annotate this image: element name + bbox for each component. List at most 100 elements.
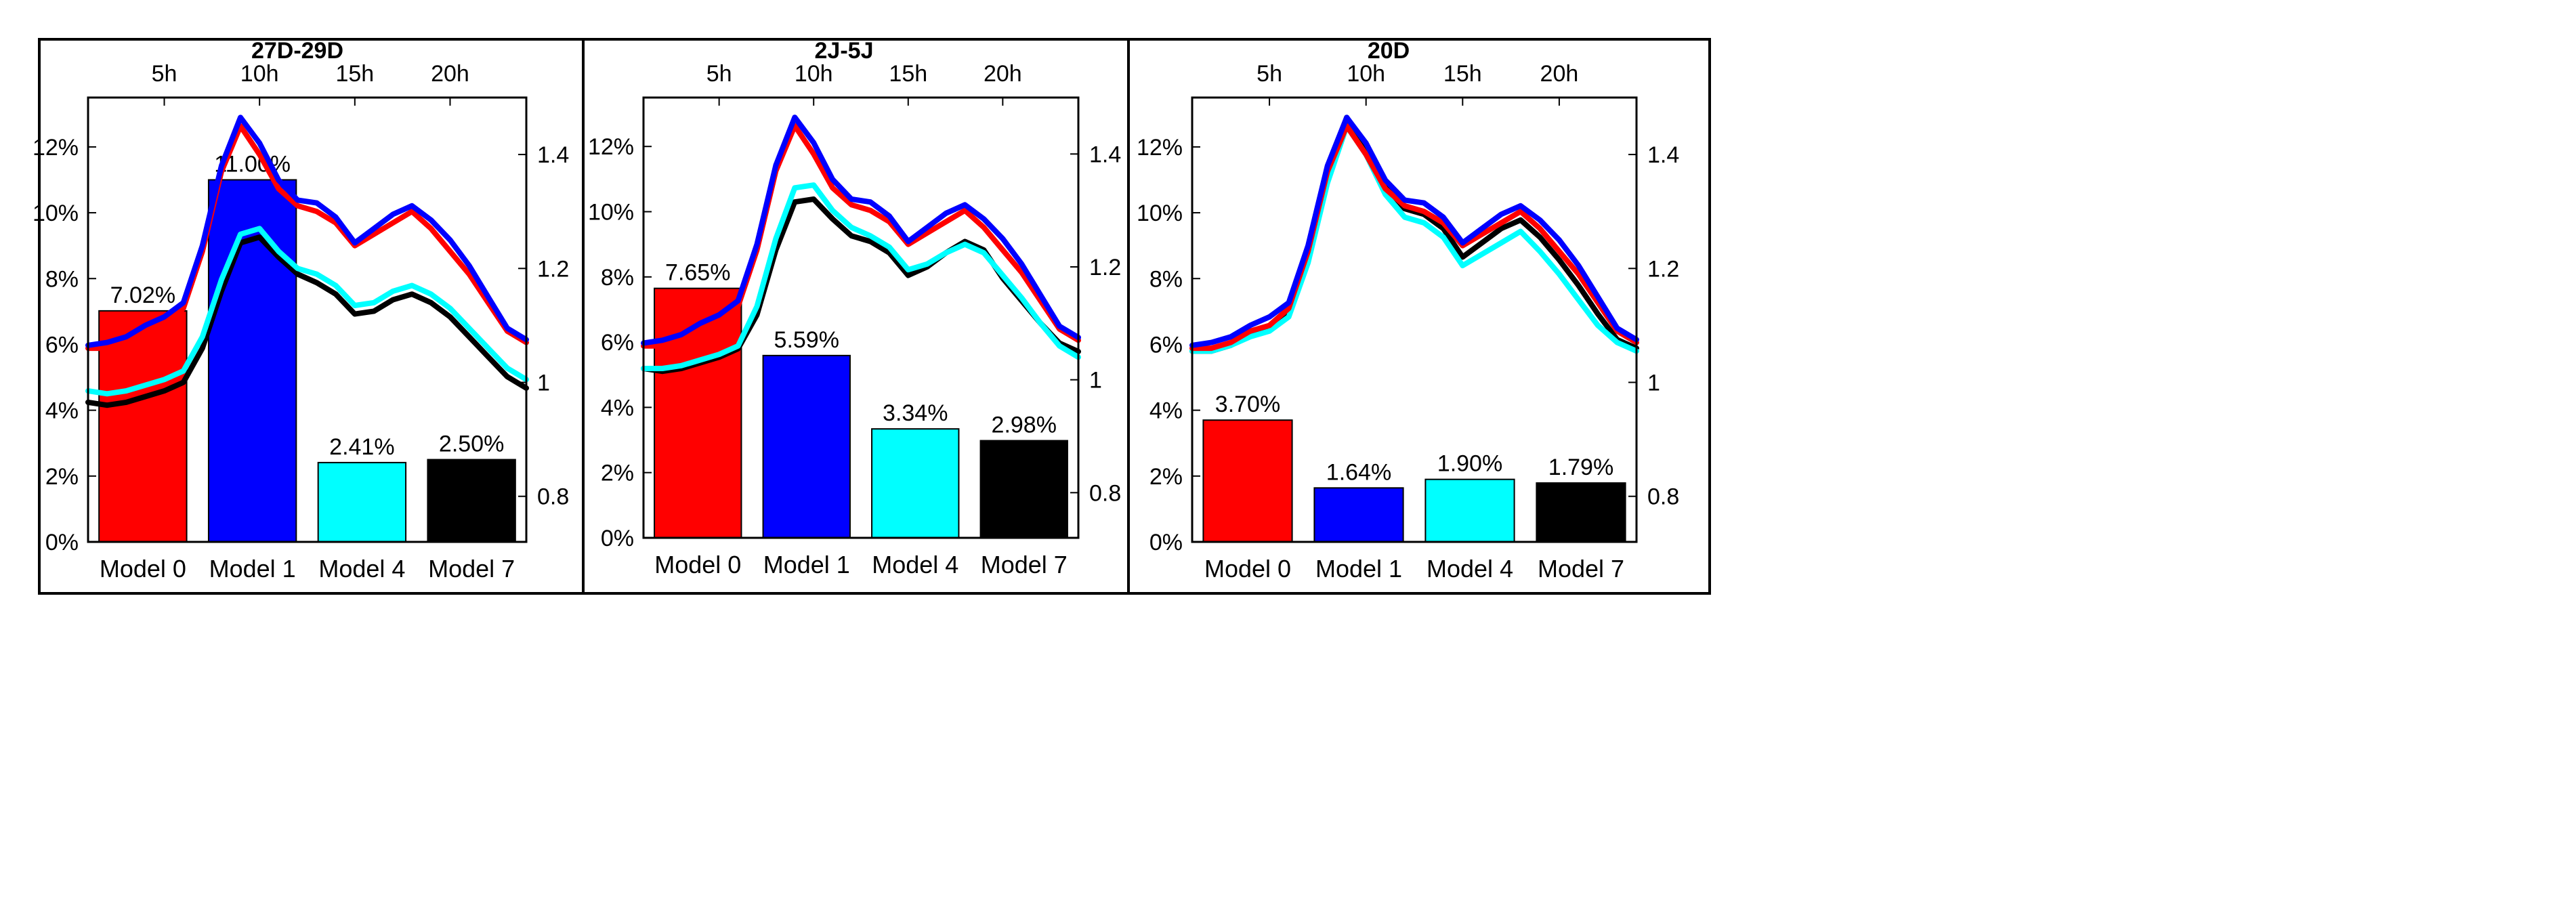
y-tick-label: 4%	[1149, 398, 1183, 424]
bar-model-7	[427, 459, 516, 543]
y-tick-label: 2%	[601, 461, 634, 486]
y-tick-label: 12%	[33, 135, 79, 161]
bar-model-0	[1202, 419, 1293, 543]
chart-panel-3: 20D 3.70% Model 0 1.64% Model 1 1.90% Model 4 1…	[1137, 38, 1679, 583]
bar-value-label: 1.90%	[1437, 451, 1502, 477]
bar-value-label: 1.79%	[1548, 455, 1613, 480]
x-tick-label: 20h	[984, 61, 1022, 87]
series-line-model-0	[85, 123, 529, 352]
category-label: Model 0	[100, 555, 186, 583]
y-tick-label: 8%	[601, 265, 634, 291]
bar-value-label: 1.64%	[1326, 459, 1391, 485]
right-y-tick-label: 0.8	[1647, 484, 1679, 510]
category-label: Model 4	[872, 551, 958, 578]
bar-value-label: 7.65%	[665, 260, 730, 286]
bar-value-label: 2.50%	[439, 431, 504, 457]
x-tick-label: 15h	[889, 61, 927, 87]
x-tick-label: 10h	[795, 61, 833, 87]
bar-model-7	[979, 440, 1068, 539]
series-line-model-1	[641, 114, 1081, 346]
bar-model-1	[1313, 487, 1404, 543]
figure-frame	[38, 38, 1711, 595]
category-label: Model 7	[1538, 555, 1624, 583]
bar-value-label: 7.02%	[110, 282, 175, 308]
bar-model-1	[762, 354, 851, 539]
bar-model-4	[871, 428, 960, 539]
y-tick-label: 6%	[45, 332, 79, 358]
x-tick-label: 5h	[152, 61, 177, 87]
bar-model-7	[1536, 482, 1626, 543]
y-tick-label: 0%	[1149, 530, 1183, 555]
y-tick-label: 0%	[601, 526, 634, 551]
y-tick-label: 6%	[601, 330, 634, 356]
bar-value-label: 3.34%	[883, 400, 948, 426]
right-y-tick-label: 1.4	[537, 142, 569, 168]
category-label: Model 0	[1204, 555, 1291, 583]
y-tick-label: 0%	[45, 530, 79, 555]
right-y-tick-label: 1.2	[1089, 255, 1121, 280]
category-label: Model 1	[1315, 555, 1402, 583]
y-tick-label: 8%	[1149, 266, 1183, 292]
right-y-tick-label: 1.4	[1089, 142, 1121, 167]
right-y-tick-label: 0.8	[537, 484, 569, 510]
y-tick-label: 12%	[1137, 135, 1183, 161]
y-tick-label: 10%	[33, 201, 79, 226]
x-tick-label: 20h	[1540, 61, 1579, 87]
series-line-model-7	[1189, 114, 1639, 354]
y-tick-label: 2%	[1149, 464, 1183, 490]
x-tick-label: 10h	[1347, 61, 1385, 87]
x-tick-label: 5h	[1257, 61, 1282, 87]
x-tick-label: 10h	[240, 61, 279, 87]
right-y-tick-label: 1	[1647, 371, 1660, 396]
plot-area-box	[87, 96, 528, 543]
bar-model-0	[98, 310, 188, 543]
y-tick-label: 12%	[588, 134, 634, 160]
bar-model-4	[317, 461, 407, 543]
right-y-tick-label: 1	[537, 371, 550, 396]
category-label: Model 4	[1427, 555, 1513, 583]
y-tick-label: 6%	[1149, 332, 1183, 358]
x-tick-label: 15h	[335, 61, 374, 87]
series-line-model-4	[85, 226, 529, 397]
chart-title: 2J-5J	[815, 38, 874, 64]
right-y-tick-label: 0.8	[1089, 480, 1121, 506]
series-line-model-0	[641, 123, 1081, 349]
category-label: Model 1	[763, 551, 850, 578]
series-line-model-1	[85, 114, 529, 348]
category-label: Model 0	[654, 551, 741, 578]
chart-title: 27D-29D	[251, 38, 343, 64]
series-line-model-0	[1189, 123, 1639, 352]
bar-value-label: 3.70%	[1215, 392, 1280, 417]
category-label: Model 7	[981, 551, 1068, 578]
right-y-tick-label: 1.4	[1647, 142, 1679, 168]
y-tick-label: 10%	[588, 200, 634, 226]
plot-area-box	[642, 96, 1080, 539]
x-tick-label: 5h	[706, 61, 732, 87]
bar-value-label: 5.59%	[774, 327, 839, 353]
x-tick-label: 20h	[431, 61, 469, 87]
series-line-model-4	[641, 182, 1081, 371]
series-line-model-7	[85, 234, 529, 408]
right-y-tick-label: 1.2	[1647, 256, 1679, 282]
right-y-tick-label: 1.2	[537, 256, 569, 282]
right-y-tick-label: 1	[1089, 368, 1102, 394]
bar-value-label: 2.98%	[992, 413, 1057, 438]
series-line-model-1	[1189, 114, 1639, 348]
y-tick-label: 10%	[1137, 201, 1183, 226]
bar-model-4	[1424, 478, 1515, 543]
y-tick-label: 4%	[601, 395, 634, 421]
chart-title: 20D	[1368, 38, 1410, 64]
bar-value-label: 2.41%	[329, 434, 394, 460]
category-label: Model 7	[428, 555, 515, 583]
category-label: Model 4	[318, 555, 405, 583]
x-tick-label: 15h	[1443, 61, 1482, 87]
y-tick-label: 8%	[45, 266, 79, 292]
plot-area-box	[1191, 96, 1638, 543]
chart-panel-2: 2J-5J 7.65% Model 0 5.59% Model 1 3.34% Model …	[588, 38, 1121, 578]
y-tick-label: 4%	[45, 398, 79, 424]
series-line-model-4	[1189, 123, 1639, 354]
category-label: Model 1	[209, 555, 296, 583]
y-tick-label: 2%	[45, 464, 79, 490]
